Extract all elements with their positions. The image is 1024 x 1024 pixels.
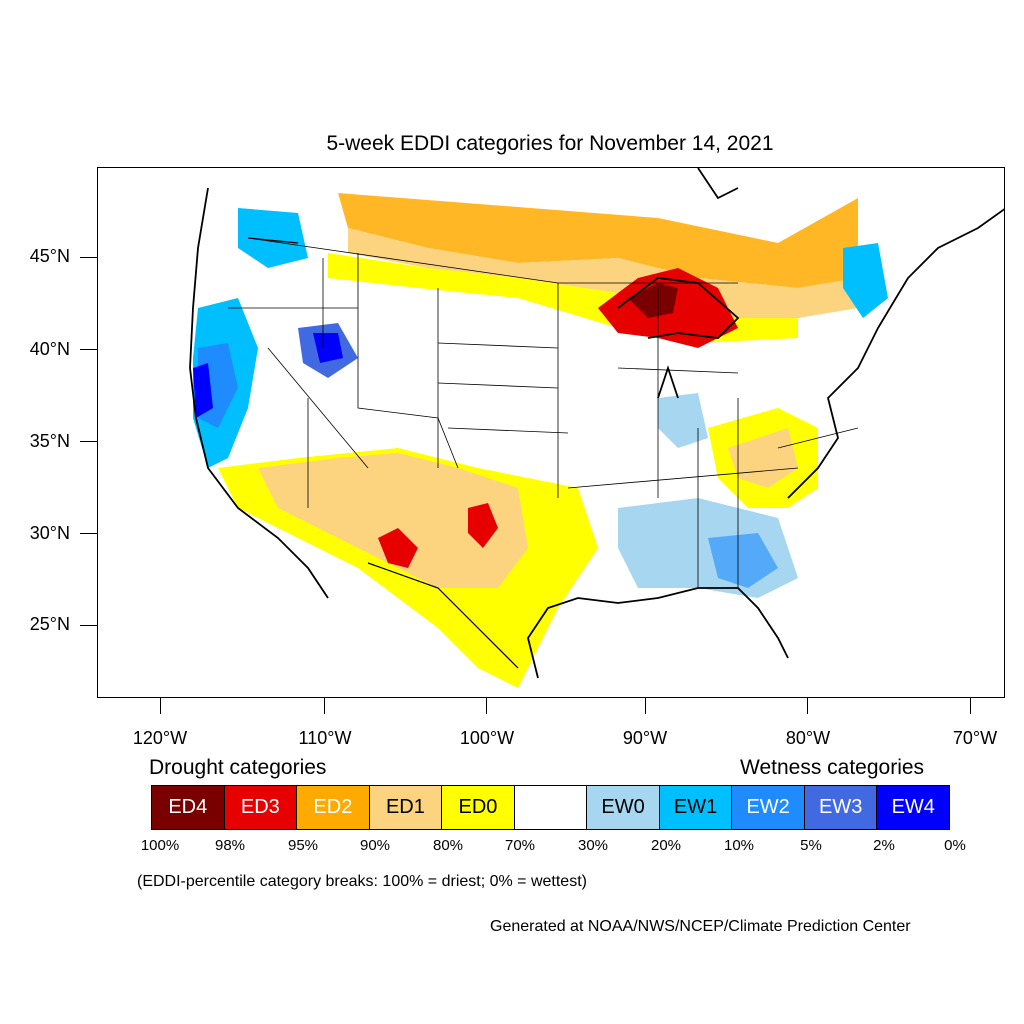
legend-label: ED1 bbox=[385, 796, 425, 818]
lon-tick bbox=[645, 698, 646, 714]
lat-tick bbox=[80, 441, 97, 442]
credit-line: Generated at NOAA/NWS/NCEP/Climate Predi… bbox=[490, 918, 911, 935]
break-label: 10% bbox=[723, 837, 755, 854]
break-label: 2% bbox=[873, 837, 895, 854]
ed1-north bbox=[348, 228, 858, 318]
ew4-westcoast bbox=[193, 363, 213, 418]
lon-tick bbox=[160, 698, 161, 714]
legend-ew3: EW3 bbox=[804, 786, 878, 829]
ew1-maine bbox=[843, 243, 888, 318]
legend-bar: ED4 ED3 ED2 ED1 ED0 EW0 EW1 EW2 EW3 EW4 bbox=[151, 785, 950, 830]
ew1-southeast bbox=[708, 533, 778, 588]
lon-tick bbox=[970, 698, 971, 714]
break-label: 80% bbox=[432, 837, 464, 854]
lat-tick bbox=[80, 533, 97, 534]
legend-label: EW1 bbox=[673, 796, 718, 818]
legend-ed4: ED4 bbox=[152, 786, 225, 829]
lon-label-110: 110°W bbox=[298, 728, 352, 748]
eddi-map bbox=[97, 167, 1005, 698]
break-label: 100% bbox=[140, 837, 180, 854]
lat-label-40: 40°N bbox=[29, 339, 70, 359]
legend-ed0: ED0 bbox=[442, 786, 515, 829]
break-label: 30% bbox=[577, 837, 609, 854]
legend-ed3: ED3 bbox=[224, 786, 298, 829]
lon-label-100: 100°W bbox=[459, 728, 515, 748]
lat-tick bbox=[80, 349, 97, 350]
legend-ew4: EW4 bbox=[877, 786, 950, 829]
coastlines bbox=[189, 168, 1004, 679]
legend-label: ED0 bbox=[458, 796, 498, 818]
ed3-texas bbox=[378, 528, 418, 568]
lon-tick bbox=[324, 698, 325, 714]
legend-label: EW0 bbox=[601, 796, 645, 818]
lon-label-120: 120°W bbox=[132, 728, 188, 748]
category-note: (EDDI-percentile category breaks: 100% =… bbox=[137, 873, 587, 890]
ed1-southeast bbox=[728, 428, 798, 488]
break-label: 20% bbox=[650, 837, 682, 854]
break-label: 0% bbox=[944, 837, 966, 854]
ew0-midwest bbox=[658, 393, 708, 448]
ew4-idaho bbox=[313, 333, 343, 363]
lat-label-30: 30°N bbox=[29, 523, 70, 543]
lon-tick bbox=[807, 698, 808, 714]
lat-tick bbox=[80, 257, 97, 258]
ed3-oklahoma bbox=[468, 503, 498, 548]
ed2-north bbox=[338, 193, 858, 288]
legend-neutral bbox=[514, 786, 588, 829]
break-label: 90% bbox=[359, 837, 391, 854]
wetness-heading: Wetness categories bbox=[740, 756, 925, 779]
ew1-washington bbox=[238, 208, 308, 268]
break-label: 70% bbox=[504, 837, 536, 854]
legend-ed1: ED1 bbox=[369, 786, 443, 829]
lon-tick bbox=[486, 698, 487, 714]
break-label: 5% bbox=[800, 837, 822, 854]
legend-ew2: EW2 bbox=[732, 786, 805, 829]
map-title: 5-week EDDI categories for November 14, … bbox=[326, 132, 774, 155]
legend-label: ED4 bbox=[168, 796, 208, 818]
lat-label-35: 35°N bbox=[29, 431, 70, 451]
ed1-southwest bbox=[258, 453, 528, 588]
lat-tick bbox=[80, 625, 97, 626]
lat-label-25: 25°N bbox=[29, 614, 70, 634]
legend-ew0: EW0 bbox=[587, 786, 660, 829]
legend-label: EW2 bbox=[746, 796, 790, 818]
break-label: 95% bbox=[287, 837, 319, 854]
map-canvas bbox=[189, 168, 1004, 688]
legend-ed2: ED2 bbox=[297, 786, 370, 829]
drought-heading: Drought categories bbox=[149, 756, 327, 779]
state-boundaries bbox=[228, 237, 859, 588]
break-label: 98% bbox=[214, 837, 246, 854]
legend-label: EW4 bbox=[891, 796, 935, 818]
legend-ew1: EW1 bbox=[659, 786, 733, 829]
lon-label-80: 80°W bbox=[785, 728, 831, 748]
legend-label: EW3 bbox=[819, 796, 863, 818]
border-lines bbox=[247, 237, 519, 669]
lon-label-90: 90°W bbox=[622, 728, 668, 748]
legend-label: ED2 bbox=[313, 796, 353, 818]
lat-label-45: 45°N bbox=[29, 246, 70, 266]
lon-label-70: 70°W bbox=[952, 728, 998, 748]
legend-label: ED3 bbox=[240, 796, 280, 818]
